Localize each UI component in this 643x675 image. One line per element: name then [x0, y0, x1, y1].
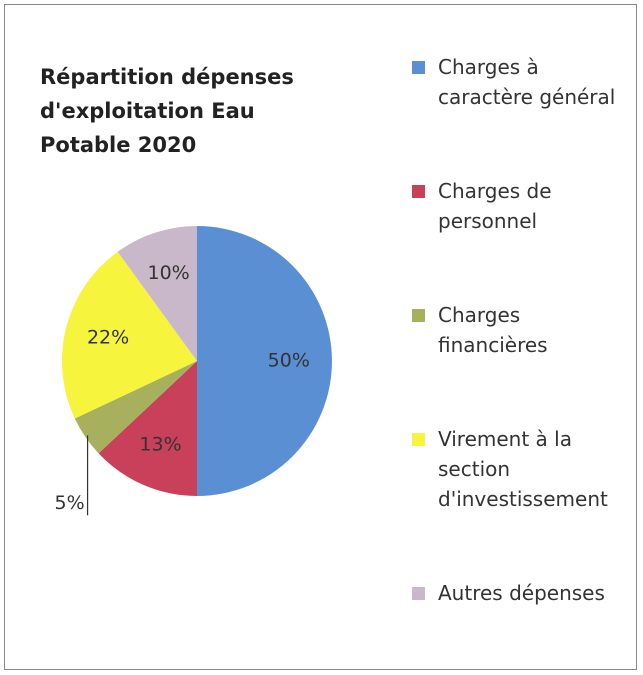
data-label: 5% — [54, 492, 84, 514]
legend-item: Autres dépenses — [410, 578, 635, 608]
legend-swatch — [412, 185, 425, 198]
frame — [4, 4, 637, 670]
legend-swatch — [412, 433, 425, 446]
legend-item: Charges financières — [410, 300, 635, 360]
pie-slice — [62, 251, 198, 419]
pie-slice — [98, 361, 197, 496]
chart-title: Répartition dépenses d'exploitation Eau … — [40, 65, 294, 157]
data-label: 10% — [148, 262, 190, 284]
legend-label: Charges financières — [438, 303, 548, 357]
legend-item: Charges à caractère général — [410, 52, 635, 112]
legend-swatch — [412, 61, 425, 74]
legend-swatch — [412, 309, 425, 322]
legend-item: Virement à la section d'investissement — [410, 424, 635, 514]
legend: Charges à caractère général Charges de pe… — [410, 52, 635, 672]
data-label: 50% — [268, 350, 310, 372]
legend-label: Charges à caractère général — [438, 55, 616, 109]
legend-label: Virement à la section d'investissement — [438, 427, 608, 511]
legend-label: Autres dépenses — [438, 581, 605, 605]
legend-item: Charges de personnel — [410, 176, 635, 236]
legend-swatch — [412, 587, 425, 600]
pie-slice — [74, 361, 197, 454]
pie-slice — [117, 226, 197, 361]
legend-label: Charges de personnel — [438, 179, 552, 233]
data-label: 22% — [87, 327, 129, 349]
data-label: 13% — [139, 434, 181, 456]
pie-slice — [197, 226, 332, 496]
